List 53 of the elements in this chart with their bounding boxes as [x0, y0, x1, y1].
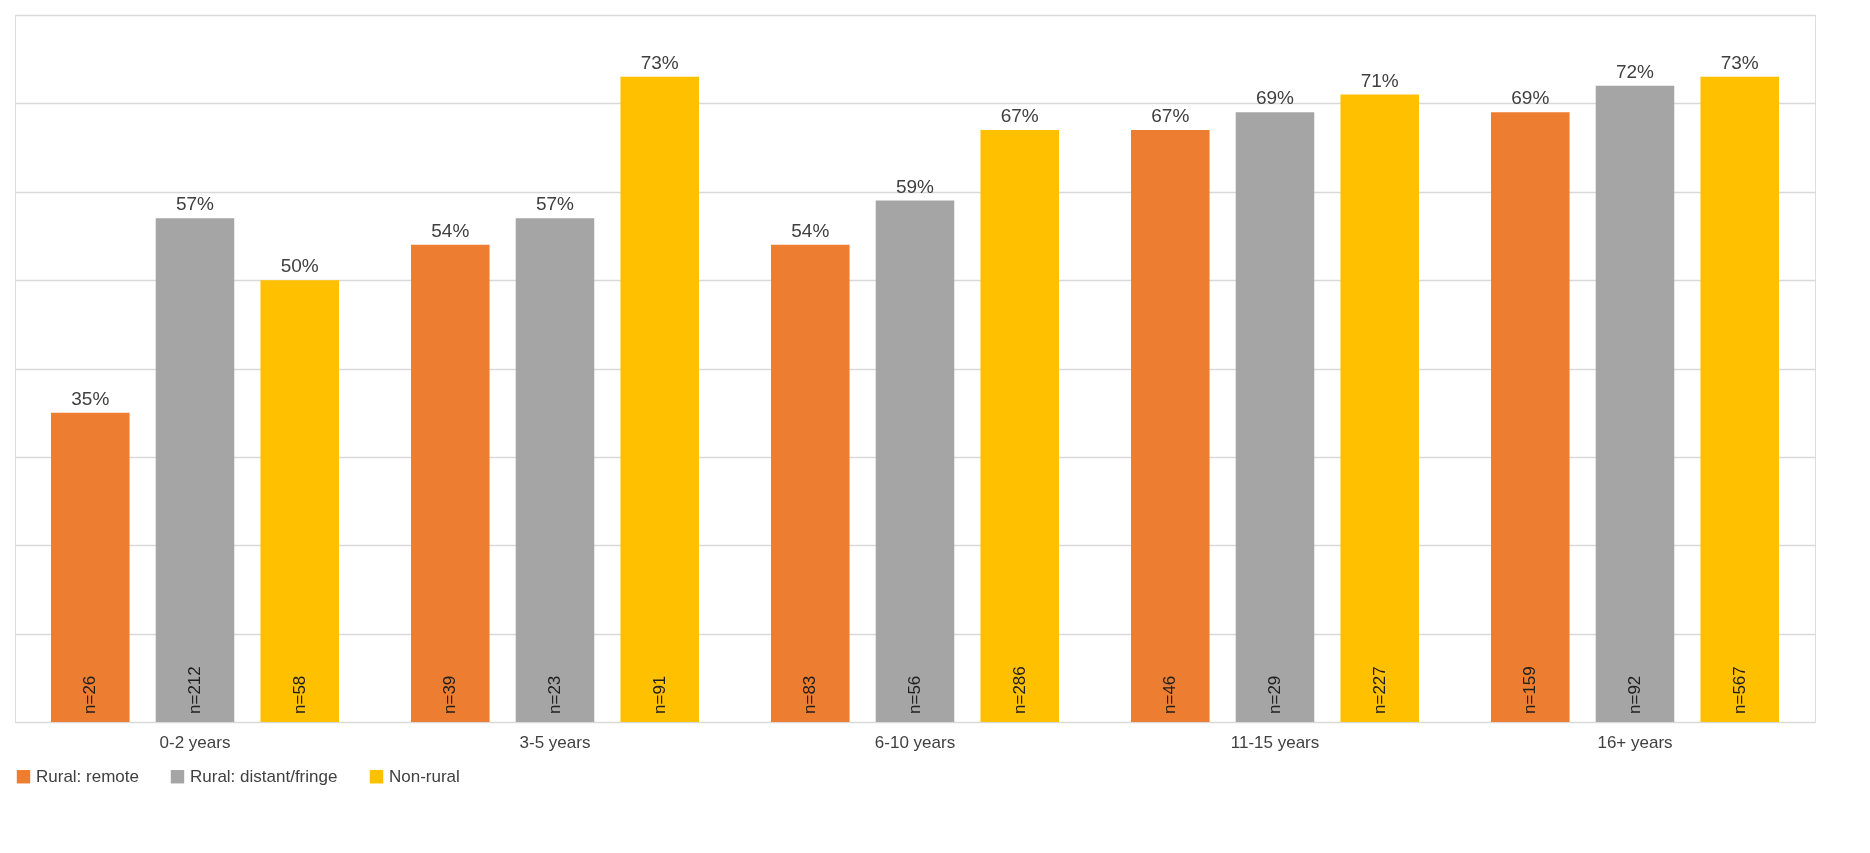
data-label: 67% — [1000, 104, 1039, 126]
bar — [1235, 112, 1315, 722]
data-label: 72% — [1615, 60, 1655, 82]
bar — [515, 218, 595, 722]
bar — [1491, 112, 1570, 722]
legend-label: Rural: distant/fringe — [190, 766, 338, 786]
legend-label: Non-rural — [389, 766, 460, 786]
bar — [1700, 76, 1779, 722]
bar — [771, 244, 850, 722]
data-label: 69% — [1255, 87, 1295, 109]
data-label: 54% — [791, 219, 830, 241]
bar — [1131, 129, 1210, 722]
annotation: n=29 — [1265, 675, 1284, 714]
bar — [260, 280, 339, 722]
annotation: n=46 — [1160, 675, 1180, 714]
data-label: 54% — [431, 219, 470, 241]
x-tick-label: 11-15 years — [1230, 732, 1320, 752]
bar — [411, 244, 490, 722]
annotation: n=159 — [1520, 666, 1540, 714]
annotation: n=567 — [1729, 666, 1749, 714]
annotation: n=91 — [649, 675, 669, 714]
bar — [620, 76, 699, 722]
x-tick-label: 3-5 years — [519, 732, 591, 752]
data-label: 73% — [1720, 51, 1759, 73]
data-label: 67% — [1151, 104, 1190, 126]
data-label: 50% — [280, 255, 319, 277]
bar — [1595, 85, 1675, 722]
annotation: n=286 — [1009, 666, 1029, 714]
annotation: n=58 — [289, 675, 309, 714]
data-label: 59% — [895, 175, 935, 197]
data-label: 35% — [71, 387, 110, 409]
annotation: n=26 — [80, 675, 100, 714]
bar — [875, 200, 955, 722]
annotation: n=92 — [1625, 675, 1644, 714]
data-label: 57% — [535, 193, 575, 215]
bar — [980, 129, 1059, 722]
data-label: 57% — [175, 193, 215, 215]
annotation: n=83 — [800, 675, 820, 714]
annotation: n=39 — [440, 675, 460, 714]
x-tick-label: 6-10 years — [874, 732, 956, 752]
legend-label: Rural: remote — [36, 766, 139, 786]
data-label: 69% — [1511, 87, 1550, 109]
data-label: 71% — [1360, 69, 1399, 91]
bar — [51, 412, 130, 722]
annotation: n=23 — [545, 675, 564, 714]
x-tick-label: 0-2 years — [159, 732, 231, 752]
bar — [155, 218, 235, 722]
annotation: n=212 — [185, 666, 204, 714]
annotation: n=227 — [1369, 666, 1389, 714]
data-label: 73% — [640, 51, 679, 73]
bar — [1340, 94, 1419, 722]
x-tick-label: 16+ years — [1597, 732, 1673, 752]
annotation: n=56 — [905, 675, 924, 714]
